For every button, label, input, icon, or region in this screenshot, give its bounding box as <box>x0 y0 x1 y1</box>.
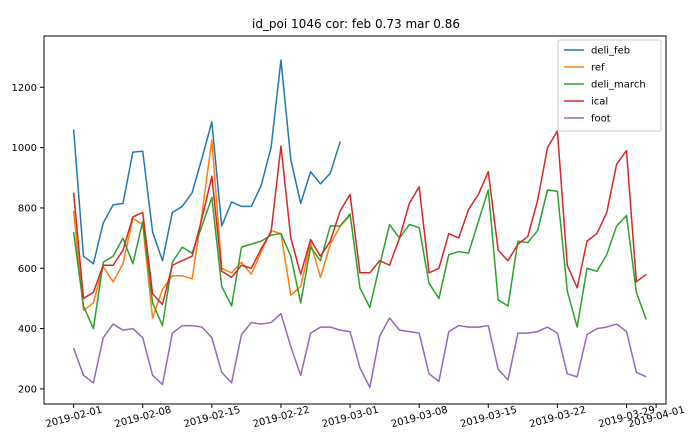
x-tick-label: 2019-02-08 <box>114 405 173 431</box>
x-axis: 2019-02-01 2019-02-08 2019-02-15 2019-02-22… <box>45 404 686 430</box>
legend-label: foot <box>591 114 611 125</box>
chart-title: id_poi 1046 cor: feb 0.73 mar 0.86 <box>252 17 460 31</box>
x-tick-label: 2019-02-22 <box>252 405 311 431</box>
legend-label: ref <box>591 63 605 74</box>
plot-frame <box>43 35 667 405</box>
y-tick-label: 1200 <box>12 83 37 94</box>
series-line-ref <box>72 139 351 319</box>
series-line-deli-march <box>72 189 647 330</box>
x-tick-label: 2019-03-15 <box>459 405 518 431</box>
x-tick-label: 2019-03-01 <box>321 405 380 431</box>
x-tick-label: 2019-03-22 <box>528 405 587 431</box>
x-tick-label: 2019-02-15 <box>183 405 242 431</box>
legend-box <box>557 39 662 132</box>
legend-label: ical <box>591 97 608 108</box>
series-line-ical <box>72 130 647 306</box>
x-tick-label: 2019-02-01 <box>45 405 104 431</box>
y-tick-label: 1000 <box>12 143 37 154</box>
legend-label: deli_march <box>591 80 646 91</box>
series-line-foot <box>72 312 647 389</box>
y-tick-label: 200 <box>18 384 37 395</box>
y-axis: 200 400 600 800 1000 1200 <box>12 83 44 395</box>
y-tick-label: 400 <box>18 324 37 335</box>
series-layer <box>72 59 647 389</box>
y-tick-label: 600 <box>18 264 37 275</box>
x-tick-label: 2019-03-08 <box>390 405 449 431</box>
series-line-deli-feb <box>72 59 341 265</box>
legend-label: deli_feb <box>591 46 630 57</box>
y-tick-label: 800 <box>18 203 37 214</box>
